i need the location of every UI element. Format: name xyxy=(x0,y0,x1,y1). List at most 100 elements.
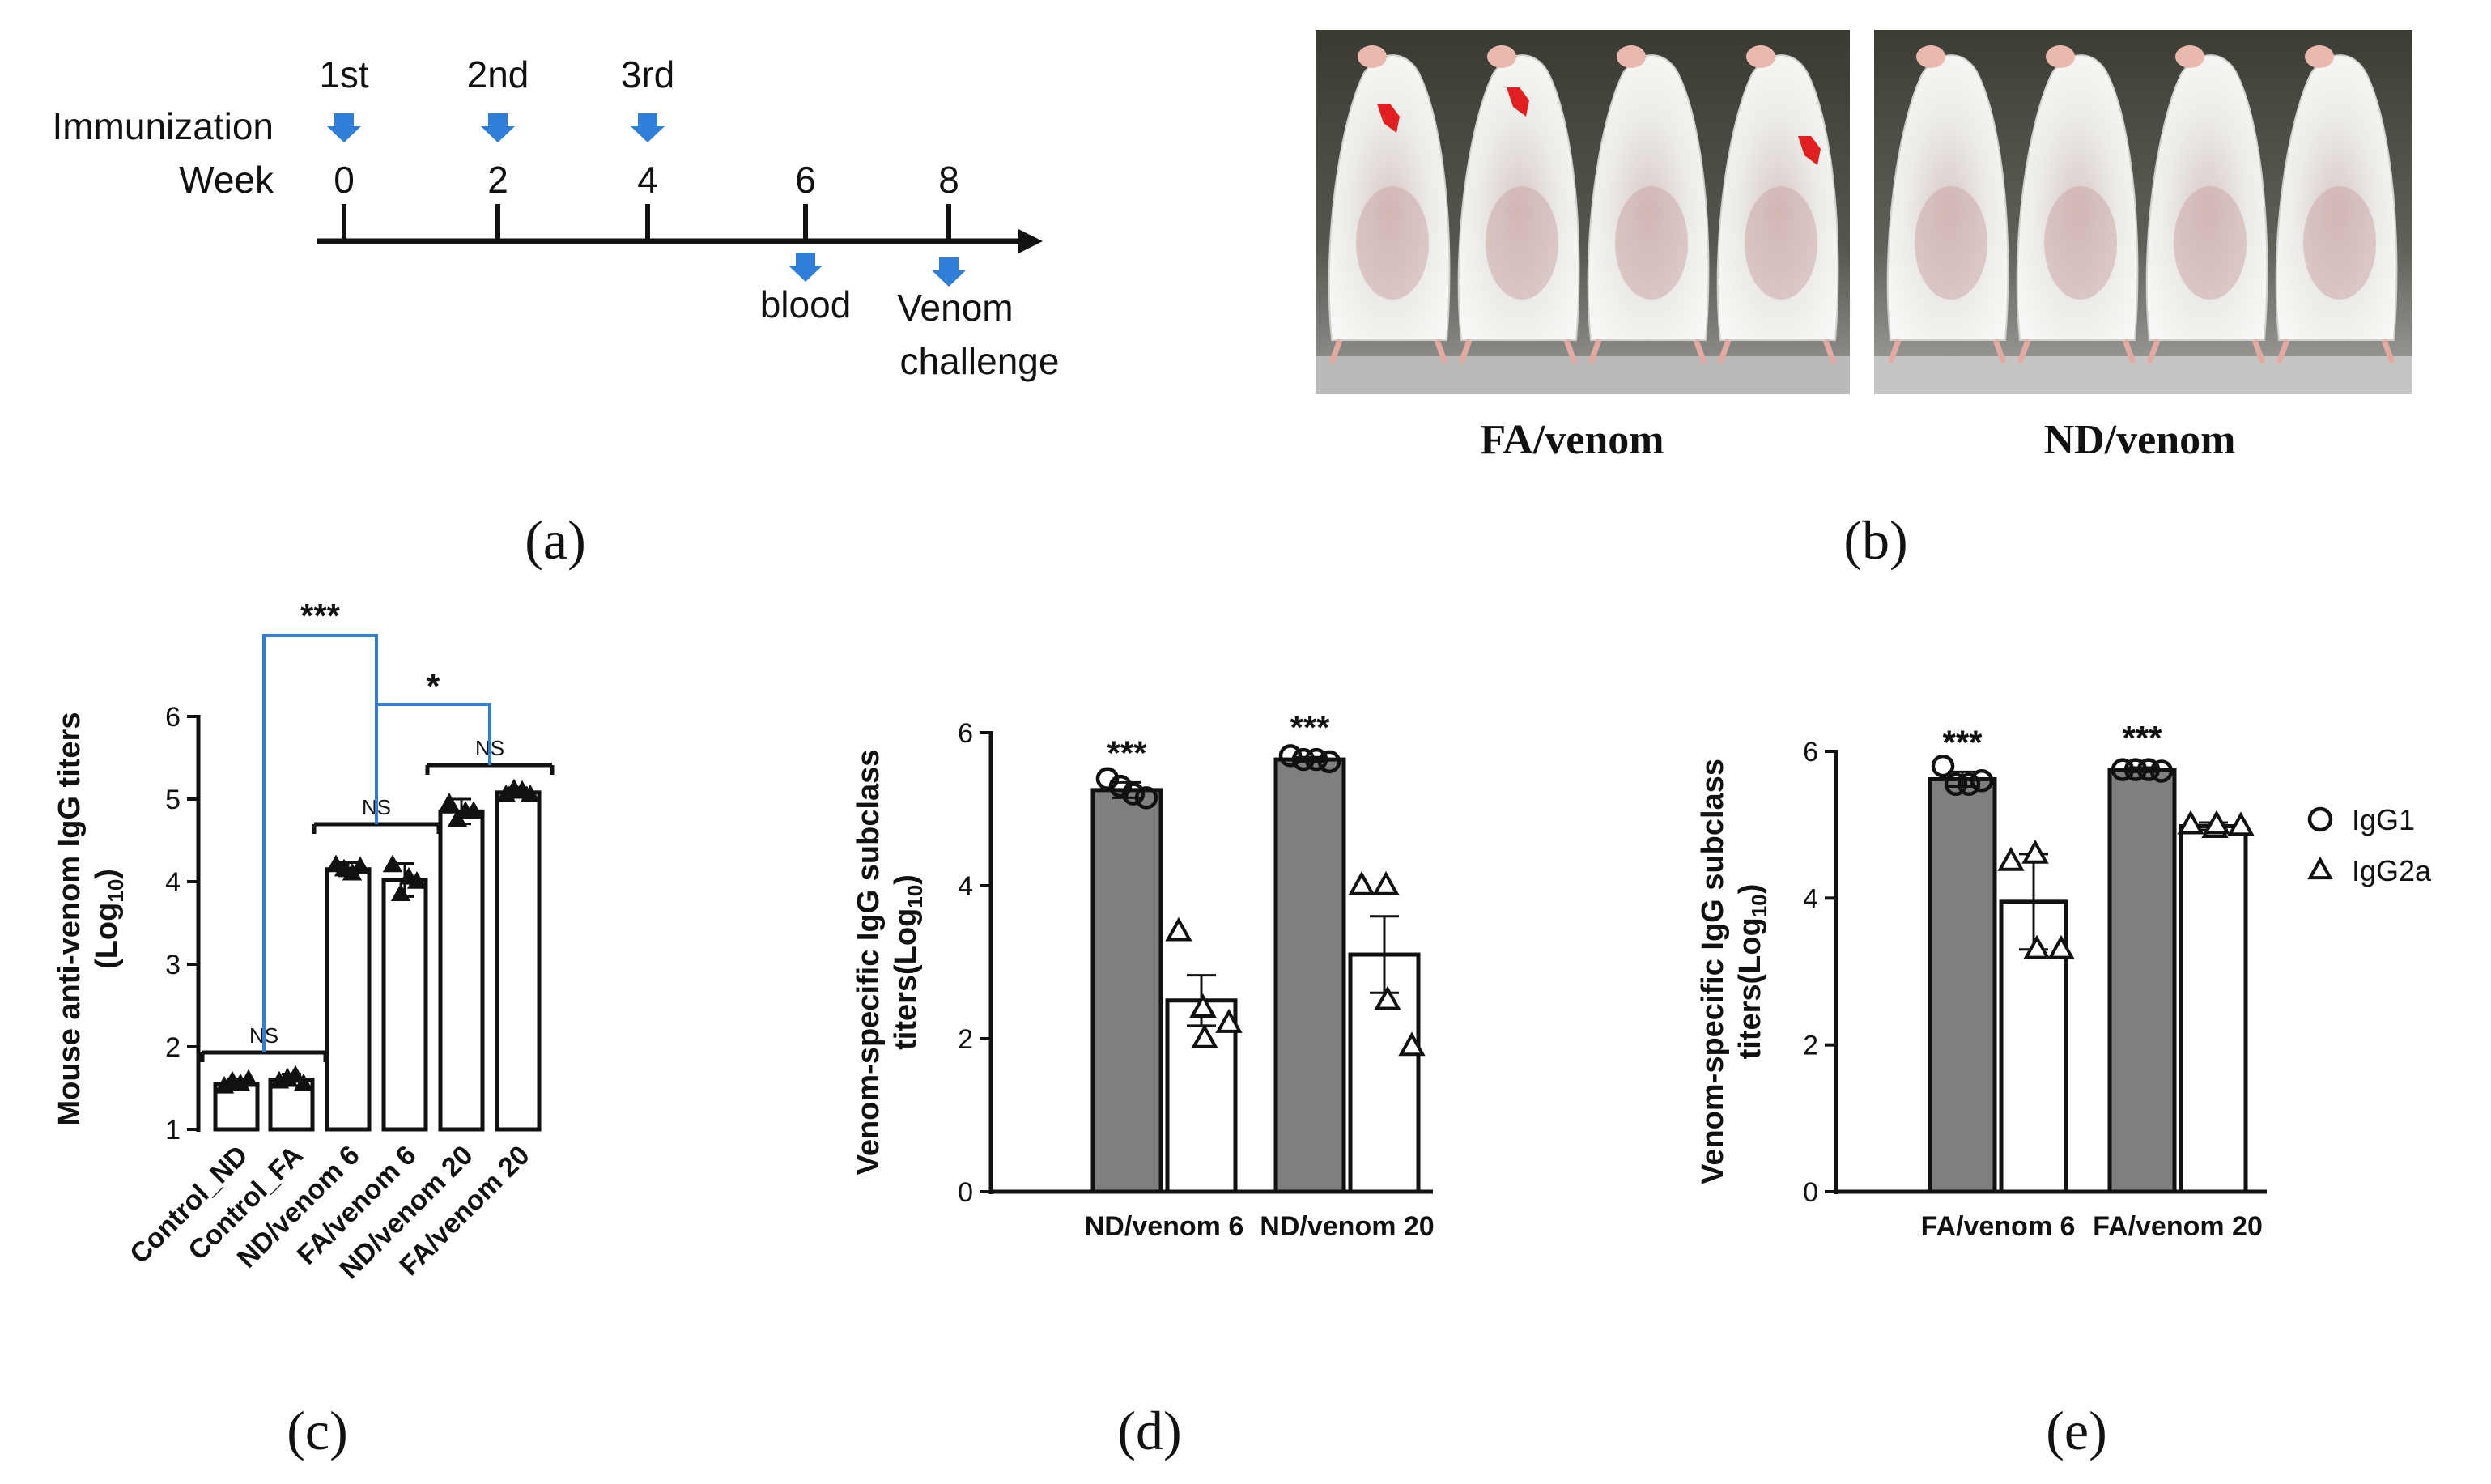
y-tick-label: 6 xyxy=(165,702,181,733)
y-tick-label: 1 xyxy=(165,1115,181,1146)
y-tick-label: 4 xyxy=(958,871,973,902)
data-point xyxy=(2307,806,2333,832)
mouse-feet xyxy=(2017,338,2136,364)
week-0-label: 0 xyxy=(334,159,355,201)
mouse-ear xyxy=(1358,45,1387,68)
mice-group-fa xyxy=(1328,45,1839,364)
significance-label: *** xyxy=(300,597,341,635)
y-axis-title: Mouse anti-venom IgG titers xyxy=(53,712,87,1126)
immunization-3-label: 3rd xyxy=(621,53,674,96)
mice-group-nd xyxy=(1886,45,2398,364)
panel-e-chart: 0 2 4 6 Venom-specific IgG subclass titers(Lo… xyxy=(1696,719,2432,1242)
mouse-feet xyxy=(1588,338,1707,364)
data-point xyxy=(2111,758,2135,781)
mouse xyxy=(1328,45,1451,364)
y-axis-title-line2: titers(Log10) xyxy=(889,874,927,1050)
caption-fa-venom: FA/venom xyxy=(1480,417,1664,463)
panel-label-a: (a) xyxy=(525,509,585,571)
mouse-skin-patch xyxy=(1745,186,1817,300)
y-axis-title: Venom-specific IgG subclass xyxy=(1696,759,1730,1184)
panel-label-d: (d) xyxy=(1117,1400,1181,1461)
down-arrow-icon xyxy=(631,113,665,142)
mouse xyxy=(1886,45,2009,364)
y-tick-label: 5 xyxy=(165,785,181,815)
y-tick-label: 2 xyxy=(1803,1031,1818,1061)
panel-label-b: (b) xyxy=(1843,509,1907,571)
data-point xyxy=(1191,1023,1218,1048)
significance-label: *** xyxy=(1290,708,1330,746)
y-tick-label: 3 xyxy=(165,950,181,980)
mouse-skin-patch xyxy=(2174,186,2247,300)
week-row-label: Week xyxy=(179,159,274,201)
data-point xyxy=(2177,810,2204,835)
week-8-label: 8 xyxy=(938,159,959,201)
immunization-2-label: 2nd xyxy=(467,53,529,96)
data-point xyxy=(1291,747,1316,772)
bar xyxy=(325,867,372,1132)
significance-label: *** xyxy=(1942,723,1983,761)
mouse-feet xyxy=(1887,338,2007,364)
red-arrow-icon xyxy=(1507,87,1529,117)
mouse-skin-patch xyxy=(1486,186,1558,300)
mouse-ear xyxy=(2305,45,2334,68)
timeline-arrowhead xyxy=(1018,229,1043,253)
data-point xyxy=(1931,754,1955,778)
photo-nd-venom xyxy=(1874,30,2412,394)
bar xyxy=(495,790,542,1132)
data-point xyxy=(1398,1031,1426,1057)
mouse xyxy=(2145,45,2268,364)
caption-nd-venom: ND/venom xyxy=(2044,417,2236,463)
x-category-label: FA/venom 20 xyxy=(2093,1211,2263,1242)
down-arrow-icon xyxy=(327,113,361,142)
y-tick-label: 0 xyxy=(1803,1177,1818,1208)
mouse-feet xyxy=(1328,338,1448,364)
data-point xyxy=(1372,870,1400,895)
mouse-skin-patch xyxy=(1915,186,1987,300)
bar xyxy=(438,809,485,1132)
mouse-feet xyxy=(1717,338,1837,364)
challenge-label: challenge xyxy=(900,340,1060,382)
panel-a-timeline: Immunization Week 1st 0 2nd 2 3rd 4 6 bl… xyxy=(52,53,1059,382)
significance-label: *** xyxy=(2122,719,2162,757)
data-point xyxy=(1348,870,1375,895)
mouse xyxy=(1587,45,1710,364)
x-category-label: ND/venom 6 xyxy=(1085,1211,1244,1242)
data-point xyxy=(382,854,403,873)
data-point xyxy=(1374,985,1401,1010)
y-tick-label: 6 xyxy=(958,718,973,749)
data-point xyxy=(1304,747,1328,772)
down-arrow-icon xyxy=(481,113,515,142)
data-point xyxy=(1278,744,1303,768)
mouse xyxy=(2016,45,2139,364)
bar xyxy=(2179,823,2248,1194)
red-arrow-icon xyxy=(1798,136,1821,165)
data-point xyxy=(439,793,460,810)
data-point xyxy=(390,883,411,901)
data-point xyxy=(1165,916,1192,942)
immunization-1-label: 1st xyxy=(319,53,369,96)
mouse-ear xyxy=(1617,45,1646,68)
panel-b-photos: FA/venom ND/venom xyxy=(1316,30,2412,463)
data-point xyxy=(406,870,427,889)
legend: IgG1 IgG2a xyxy=(2307,803,2432,887)
mouse-skin-patch xyxy=(1615,186,1688,300)
data-point xyxy=(2149,759,2174,783)
significance-bracket xyxy=(375,703,491,824)
mouse-feet xyxy=(2146,338,2266,364)
mouse-skin-patch xyxy=(2303,186,2376,300)
data-point xyxy=(1189,993,1217,1018)
y-tick-label: 4 xyxy=(165,867,181,898)
mouse-skin-patch xyxy=(1356,186,1429,300)
y-tick-label: 2 xyxy=(958,1024,973,1055)
red-arrow-icon xyxy=(1377,104,1400,133)
data-point xyxy=(1134,786,1158,810)
data-point xyxy=(2123,758,2148,781)
panel-label-e: (e) xyxy=(2046,1400,2106,1461)
mouse-ear xyxy=(1746,45,1775,68)
mouse xyxy=(1457,45,1580,364)
data-point xyxy=(2047,934,2075,959)
y-axis-title: Venom-specific IgG subclass xyxy=(852,750,886,1176)
data-point xyxy=(238,1069,259,1087)
data-point xyxy=(2023,934,2051,959)
down-arrow-icon xyxy=(932,257,966,287)
